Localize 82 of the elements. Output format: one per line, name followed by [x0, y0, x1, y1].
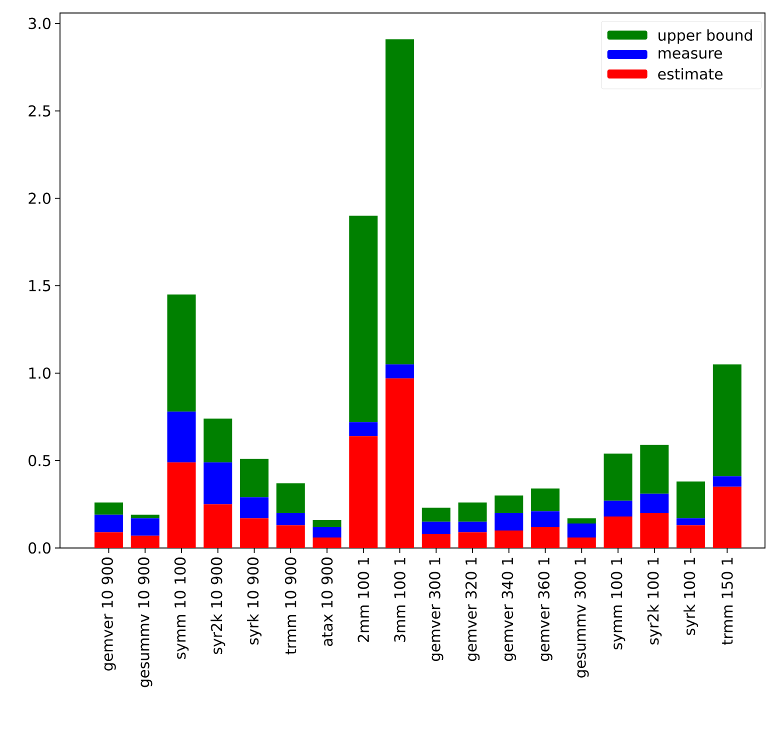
bar: [276, 513, 305, 526]
bar: [640, 513, 669, 548]
bar: [204, 504, 232, 548]
bar: [567, 524, 596, 538]
bar: [676, 482, 706, 518]
y-tick-label: 2.5: [28, 105, 50, 117]
x-tick-label: syrk 10 900: [247, 558, 262, 645]
bar: [167, 462, 196, 548]
x-tick-label: syr2k 10 900: [210, 558, 226, 654]
bar: [640, 494, 669, 514]
bar: [276, 525, 305, 548]
bar: [167, 412, 196, 462]
bar: [494, 496, 524, 514]
bar: [676, 525, 706, 548]
bar: [640, 444, 669, 494]
bar: [494, 513, 524, 531]
bar: [531, 527, 560, 548]
bar: [312, 520, 342, 528]
x-tick-label: atax 10 900: [321, 558, 333, 646]
bar: [567, 537, 596, 548]
y-tick-label: 3.0: [28, 18, 50, 30]
bar: [276, 483, 305, 514]
x-tick-label: symm 100 1: [610, 558, 626, 650]
bar: [712, 364, 742, 476]
y-tick-label: 0.0: [28, 542, 50, 554]
bar: [94, 514, 123, 532]
bar: [94, 532, 123, 548]
y-tick-label: 2.0: [28, 192, 50, 204]
bar: [312, 527, 342, 538]
x-tick-label: symm 10 100: [174, 558, 189, 659]
x-tick-label: gemver 340 1: [502, 558, 516, 662]
y-tick-label: 1.0: [29, 367, 50, 379]
bar: [94, 502, 123, 515]
bar: [712, 476, 742, 487]
legend-label: upper bound: [658, 29, 752, 44]
bar: [604, 454, 632, 501]
bar: [567, 518, 596, 524]
bar: [604, 516, 632, 548]
bar: [312, 537, 342, 548]
bar: [349, 422, 378, 436]
bar: [349, 436, 378, 548]
x-tick-label: syr2k 100 1: [647, 558, 662, 645]
bar: [604, 500, 632, 517]
bar: [240, 458, 269, 498]
x-tick-label: gemver 300 1: [429, 558, 444, 662]
x-tick-label: gesummv 300 1: [574, 558, 589, 678]
bar: [458, 522, 487, 532]
bar: [204, 418, 232, 462]
legend-label: measure: [658, 50, 722, 59]
y-tick-label: 0.5: [28, 454, 50, 466]
x-tick-label: syrk 100 1: [684, 558, 698, 635]
bar: [130, 518, 160, 536]
bar: [676, 518, 706, 526]
bar: [130, 514, 160, 518]
x-tick-label: gemver 360 1: [538, 558, 552, 662]
x-tick-label: 2mm 100 1: [358, 558, 370, 642]
bar: [167, 294, 196, 412]
legend-label: estimate: [658, 68, 723, 80]
x-tick-label: trmm 150 1: [721, 558, 733, 645]
bar: [422, 522, 450, 534]
x-tick-label: 3mm 100 1: [394, 558, 406, 642]
bar: [204, 462, 232, 504]
bar: [531, 511, 560, 528]
bar: [386, 39, 414, 364]
bar: [386, 364, 414, 378]
bar: [130, 536, 160, 548]
x-tick-label: gemver 10 900: [102, 558, 116, 671]
bar: [458, 532, 487, 548]
bar: [712, 486, 742, 548]
bar: [531, 488, 560, 512]
bar: [458, 502, 487, 522]
bar: [494, 530, 524, 548]
bar: [240, 497, 269, 518]
y-tick-label: 1.5: [29, 280, 50, 292]
bar: [422, 534, 450, 548]
bar: [386, 378, 414, 548]
bar: [240, 518, 269, 548]
bar: [349, 216, 378, 422]
x-tick-label: trmm 10 900: [284, 558, 296, 654]
x-tick-label: gesummv 10 900: [138, 558, 152, 688]
x-tick-label: gemver 320 1: [465, 558, 480, 662]
bar: [422, 508, 450, 522]
